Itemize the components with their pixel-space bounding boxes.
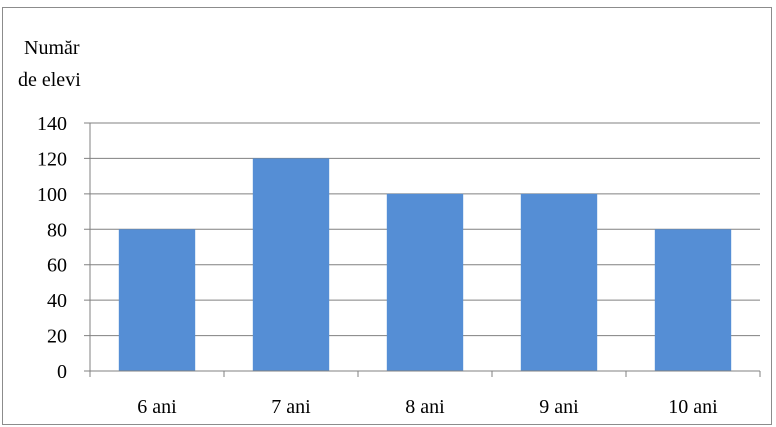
y-tick-label: 100 (37, 184, 67, 206)
bars (118, 158, 732, 371)
y-axis-label-line-1: Număr (24, 37, 80, 59)
bar-7-ani (252, 158, 330, 371)
x-tick-labels: 6 ani 7 ani 8 ani 9 ani 10 ani (137, 396, 718, 418)
x-tick-label: 10 ani (668, 396, 718, 418)
bar-8-ani (386, 193, 464, 371)
x-tick-label: 7 ani (271, 396, 311, 418)
y-tick-label: 140 (37, 113, 67, 135)
y-tick-label: 120 (37, 148, 67, 170)
axes (84, 123, 761, 377)
x-tick-label: 8 ani (405, 396, 445, 418)
y-tick-label: 20 (47, 326, 67, 348)
bar-9-ani (520, 193, 598, 371)
y-tick-label: 80 (47, 219, 67, 241)
y-tick-label: 40 (47, 290, 67, 312)
x-tick-label: 9 ani (539, 396, 579, 418)
y-axis-label-line-2: de elevi (18, 69, 81, 91)
y-tick-labels: 0 20 40 60 80 100 120 140 (37, 113, 67, 383)
y-tick-label: 0 (57, 361, 67, 383)
bar-6-ani (118, 229, 196, 371)
bar-10-ani (654, 229, 732, 371)
y-tick-label: 60 (47, 255, 67, 277)
x-tick-label: 6 ani (137, 396, 177, 418)
